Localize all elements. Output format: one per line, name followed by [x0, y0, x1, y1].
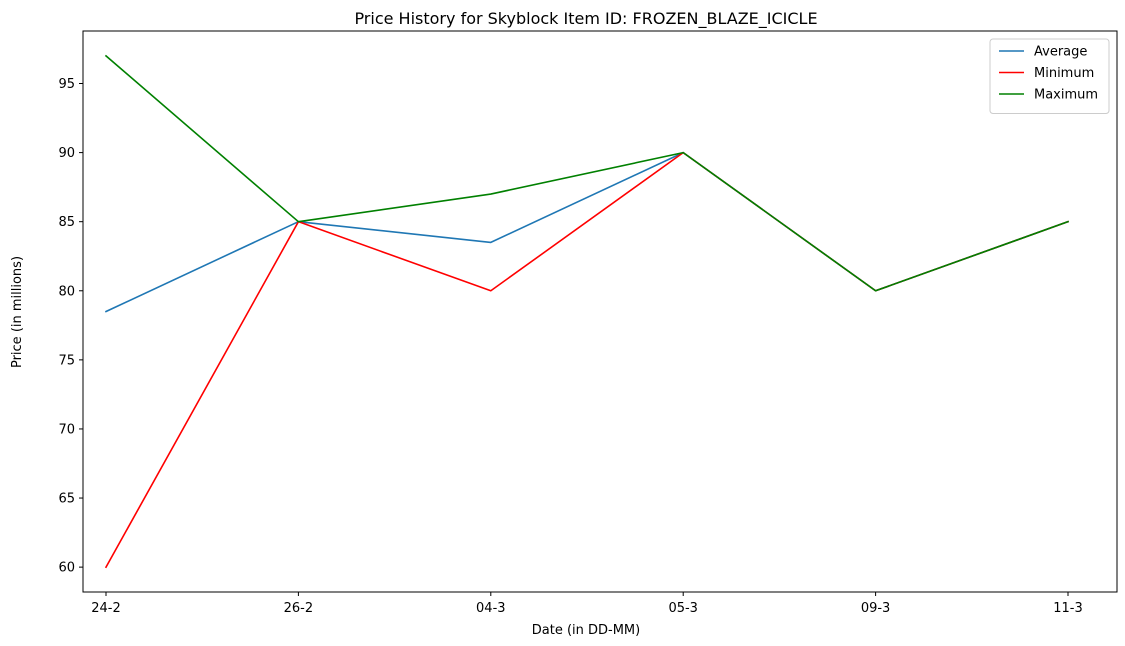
- y-tick-label: 65: [58, 492, 75, 507]
- x-tick-label: 11-3: [1053, 601, 1083, 616]
- chart-title: Price History for Skyblock Item ID: FROZ…: [354, 9, 817, 29]
- legend-label-maximum: Maximum: [1034, 88, 1098, 103]
- y-tick-label: 70: [58, 422, 75, 437]
- legend-label-minimum: Minimum: [1034, 66, 1094, 81]
- y-tick-label: 90: [58, 146, 75, 161]
- y-tick-label: 75: [58, 353, 75, 368]
- plot-frame: [82, 30, 1118, 593]
- legend-box: [989, 38, 1110, 114]
- plot-area: [104, 54, 1070, 569]
- x-axis-label: Date (in DD-MM): [532, 623, 640, 638]
- x-axis: 24-2 26-2 04-3 05-3 09-3 11-3: [91, 592, 1083, 616]
- y-tick-label: 85: [58, 215, 75, 230]
- x-tick-label: 09-3: [861, 601, 891, 616]
- x-tick-label: 26-2: [284, 601, 314, 616]
- x-tick-label: 24-2: [91, 601, 121, 616]
- series-line-maximum: [104, 54, 1070, 292]
- y-tick-label: 80: [58, 284, 75, 299]
- series-line-minimum: [104, 151, 1070, 569]
- y-tick-label: 60: [58, 561, 75, 576]
- x-tick-label: 04-3: [476, 601, 506, 616]
- y-axis-label: Price (in millions): [10, 256, 25, 368]
- series-line-average: [104, 151, 1070, 313]
- y-tick-label: 95: [58, 77, 75, 92]
- legend: Average Minimum Maximum: [989, 38, 1110, 114]
- legend-label-average: Average: [1034, 45, 1087, 60]
- y-axis: 60 65 70 75 80 85 90 95: [58, 77, 83, 576]
- x-tick-label: 05-3: [668, 601, 698, 616]
